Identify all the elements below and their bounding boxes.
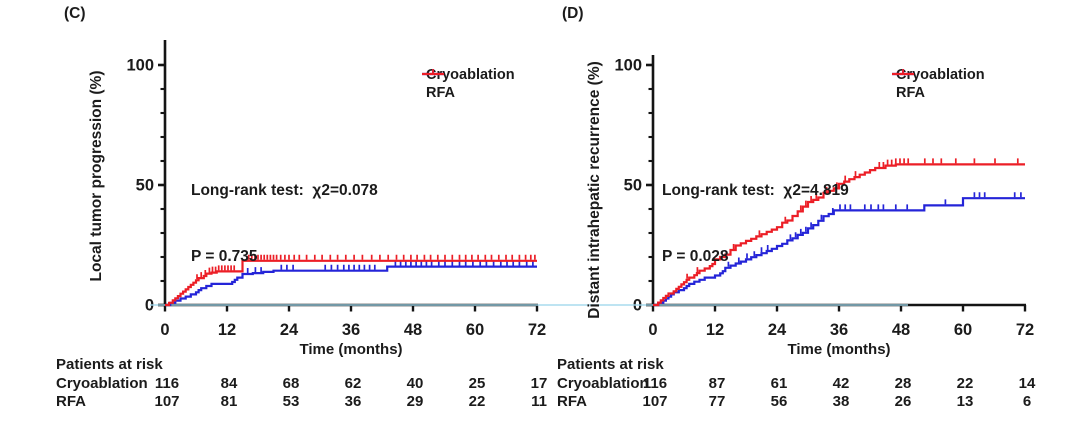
panel-d-x-tick-label: 0 [648, 321, 657, 339]
at-risk-count: 28 [894, 375, 912, 392]
panel-c-x-tick-label: 0 [160, 321, 169, 339]
panel-d-legend: Cryoablation RFA [891, 66, 985, 101]
at-risk-count: 40 [406, 375, 424, 392]
panel-d-x-tick-label: 48 [892, 321, 910, 339]
panel-c-y-tick-label: 100 [126, 57, 154, 75]
rfa-censor-ticks [686, 158, 1019, 279]
at-risk-count: 6 [1022, 393, 1032, 410]
panel-d-y-axis-title: Distant intrahepatic recurrence (%) [586, 61, 603, 319]
panel-c-y-axis-title: Local tumor progression (%) [88, 70, 105, 282]
at-risk-count: 84 [220, 375, 238, 392]
panel-c-pvalue-text: P = 0.735 [191, 248, 258, 265]
panel-c-x-axis-title: Time (months) [299, 341, 403, 358]
panel-c-y-tick-label: 0 [145, 297, 154, 315]
legend-label: RFA [896, 84, 925, 101]
at-risk-count: 87 [708, 375, 726, 392]
at-risk-count: 29 [406, 393, 424, 410]
panel-c-x-tick-label: 36 [342, 321, 360, 339]
legend-label: RFA [426, 84, 455, 101]
censor-line-marker-icon [422, 69, 444, 76]
panel-c-at-risk-title: Patients at risk [56, 356, 163, 373]
panel-d-pvalue-text: P = 0.028 [662, 248, 729, 265]
panel-d-logrank-text: Long-rank test: χ2=4.819 [662, 182, 849, 199]
panel-d-x-tick-label: 72 [1016, 321, 1034, 339]
at-risk-count: 81 [220, 393, 238, 410]
panel-d-x-tick-label: 12 [706, 321, 724, 339]
legend-item-rfa: RFA [421, 69, 515, 101]
censor-line-marker-icon [892, 69, 914, 76]
at-risk-count: 22 [468, 393, 486, 410]
at-risk-count: 68 [282, 375, 300, 392]
panel-d-y-tick-label: 50 [624, 177, 642, 195]
at-risk-count: 36 [344, 393, 362, 410]
legend-label: Cryoablation [896, 66, 985, 83]
legend-item-rfa: RFA [891, 69, 985, 101]
panel-c-legend: Cryoablation RFA [421, 66, 515, 101]
rfa-censor-ticks [196, 254, 536, 280]
panel-c-x-tick-label: 48 [404, 321, 422, 339]
cryoablation-curve [653, 197, 1025, 307]
panel-c-y-tick-label: 50 [136, 177, 154, 195]
panel-c-label: (C) [64, 5, 86, 22]
panel-d-x-tick-label: 24 [768, 321, 787, 339]
cryoablation-censor-ticks [727, 192, 1022, 267]
panel-d-at-risk-row-label: Cryoablation [557, 375, 649, 392]
panel-c-x-tick-label: 60 [466, 321, 484, 339]
at-risk-count: 22 [956, 375, 974, 392]
panel-d-label: (D) [562, 5, 584, 22]
cryoablation-curve [165, 265, 537, 307]
at-risk-count: 42 [832, 375, 850, 392]
at-risk-count: 14 [1018, 375, 1036, 392]
at-risk-count: 53 [282, 393, 300, 410]
panel-d-at-risk-title: Patients at risk [557, 356, 664, 373]
panel-c-at-risk-row-label: RFA [56, 393, 86, 410]
at-risk-count: 107 [154, 393, 180, 410]
at-risk-count: 13 [956, 393, 974, 410]
at-risk-count: 62 [344, 375, 362, 392]
panel-d-x-axis-title: Time (months) [787, 341, 891, 358]
at-risk-count: 77 [708, 393, 726, 410]
at-risk-count: 17 [530, 375, 548, 392]
at-risk-count: 25 [468, 375, 486, 392]
panel-d-x-tick-label: 60 [954, 321, 972, 339]
panel-c-x-tick-label: 24 [280, 321, 299, 339]
at-risk-count: 11 [531, 393, 547, 410]
rfa-curve [165, 259, 537, 307]
panel-c-x-tick-label: 12 [218, 321, 236, 339]
at-risk-count: 56 [770, 393, 788, 410]
panel-d-at-risk-row-label: RFA [557, 393, 587, 410]
at-risk-count: 116 [642, 375, 668, 392]
panel-c-logrank-text: Long-rank test: χ2=0.078 [191, 182, 378, 199]
panel-c-at-risk-row-label: Cryoablation [56, 375, 148, 392]
at-risk-count: 26 [894, 393, 912, 410]
panel-d-x-tick-label: 36 [830, 321, 848, 339]
panel-d-stats: Long-rank test: χ2=4.819 P = 0.028 [662, 136, 849, 312]
at-risk-count: 61 [770, 375, 788, 392]
panel-c-stats: Long-rank test: χ2=0.078 P = 0.735 [191, 136, 378, 312]
panel-c-x-tick-label: 72 [528, 321, 546, 339]
at-risk-count: 38 [832, 393, 850, 410]
legend-label: Cryoablation [426, 66, 515, 83]
at-risk-count: 107 [642, 393, 668, 410]
cryoablation-censor-ticks [246, 260, 534, 273]
panel-d-y-tick-label: 100 [614, 57, 642, 75]
rfa-curve [653, 163, 1025, 307]
at-risk-count: 116 [154, 375, 180, 392]
